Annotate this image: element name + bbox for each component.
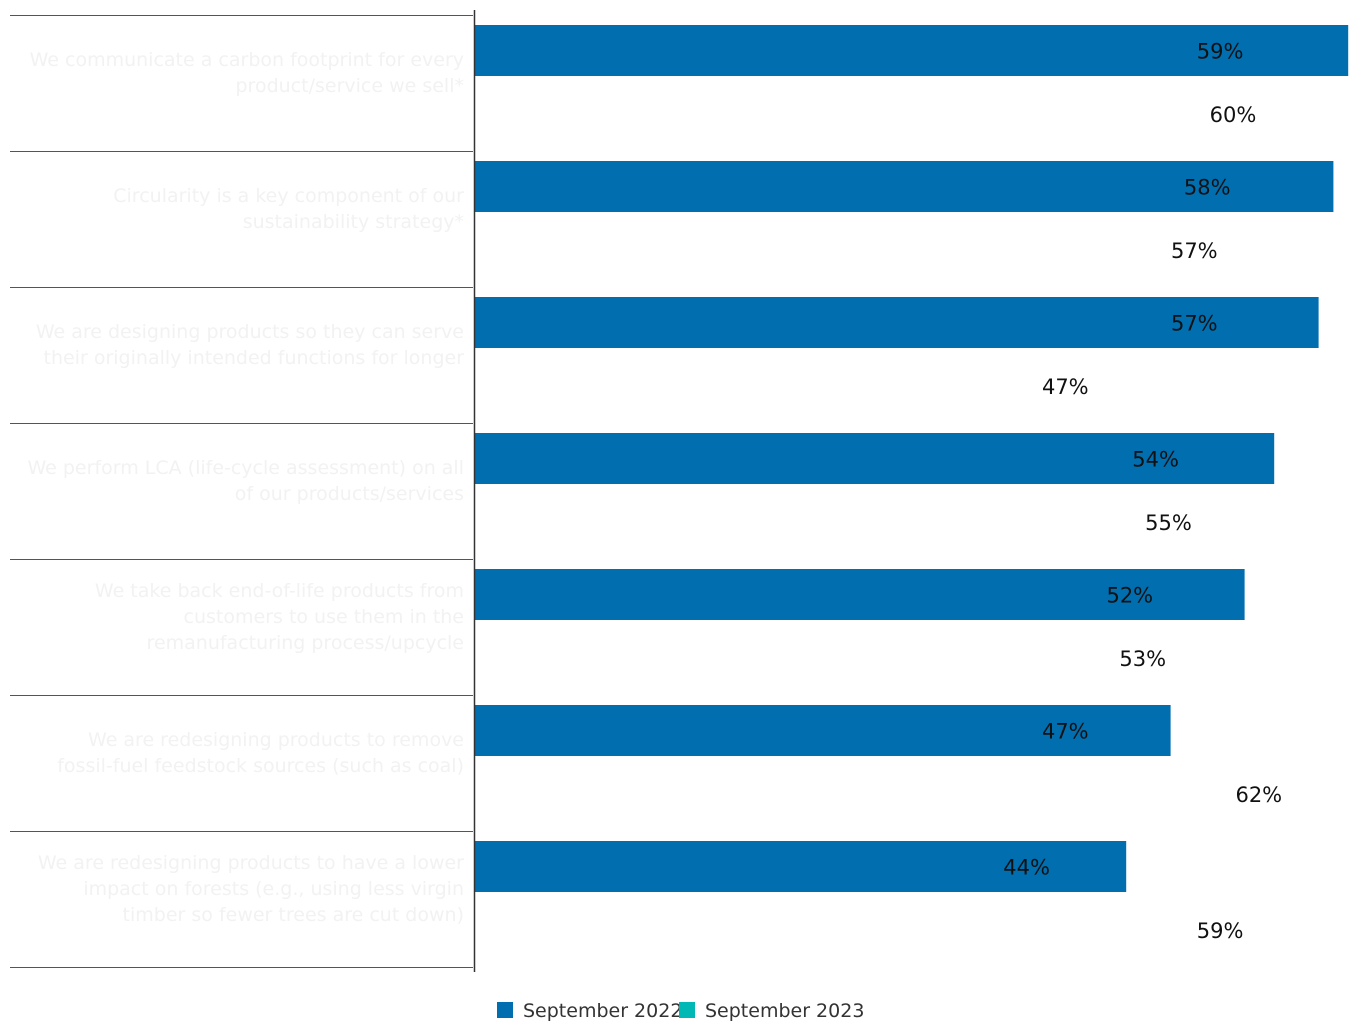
category-label: We are designing products so they can se…: [36, 321, 464, 369]
data-label-september-2023: 53%: [1119, 647, 1166, 671]
category-label-line: product/service we sell*: [236, 75, 465, 97]
category-label-line: fossil-fuel feedstock sources (such as c…: [57, 755, 464, 777]
bar-september-2022: [475, 569, 1245, 620]
category-label-line: impact on forests (e.g., using less virg…: [83, 878, 464, 900]
data-label-september-2022: 57%: [1171, 312, 1218, 336]
category-label-line: We are redesigning products to remove: [88, 729, 464, 751]
category-label-line: timber so fewer trees are cut down): [123, 904, 464, 926]
category-label-line: their originally intended functions for …: [44, 347, 465, 369]
data-label-september-2022: 54%: [1132, 448, 1179, 472]
legend-swatch: [679, 1002, 695, 1018]
data-label-september-2022: 52%: [1106, 584, 1153, 608]
data-label-september-2023: 60%: [1210, 103, 1257, 127]
category-label-line: remanufacturing process/upcycle: [147, 632, 464, 654]
category-label-line: customers to use them in the: [184, 606, 464, 628]
bar-september-2022: [475, 705, 1171, 756]
data-label-september-2023: 59%: [1197, 919, 1244, 943]
data-label-september-2023: 55%: [1145, 511, 1192, 535]
data-labels: 59% 60% 58% 57% 57% 47% 54% 55% 52% 53% 47% 62% 44% 5…: [1003, 40, 1282, 944]
data-label-september-2022: 58%: [1184, 176, 1231, 200]
legend: September 2022 September 2023: [497, 1000, 864, 1022]
bar-september-2022: [475, 433, 1275, 484]
data-label-september-2023: 57%: [1171, 239, 1218, 263]
category-label: Circularity is a key component of our sus…: [113, 185, 464, 233]
category-label-line: sustainability strategy*: [243, 211, 464, 233]
legend-swatch: [497, 1002, 513, 1018]
category-label-line: We are redesigning products to have a lo…: [38, 852, 464, 874]
category-label: We are redesigning products to remove fos…: [57, 729, 464, 777]
data-label-september-2023: 47%: [1042, 375, 1089, 399]
row-separators: [10, 15, 473, 968]
category-label-line: We take back end-of-life products from: [95, 580, 464, 602]
bar-september-2022: [475, 161, 1334, 212]
bar-september-2022: [475, 297, 1319, 348]
legend-label: September 2023: [705, 1000, 864, 1022]
data-label-september-2023: 62%: [1235, 783, 1282, 807]
legend-item-september-2022: September 2022: [497, 1000, 682, 1022]
category-label: We communicate a carbon footprint for ev…: [30, 49, 464, 97]
category-label: We take back end-of-life products from cu…: [95, 580, 464, 654]
category-label-line: We communicate a carbon footprint for ev…: [30, 49, 464, 71]
data-label-september-2022: 59%: [1197, 40, 1244, 64]
data-label-september-2022: 44%: [1003, 856, 1050, 880]
category-label-line: Circularity is a key component of our: [113, 185, 464, 207]
legend-item-september-2023: September 2023: [679, 1000, 864, 1022]
category-label-line: We perform LCA (life-cycle assessment) o…: [27, 457, 464, 479]
category-label-line: of our products/services: [235, 483, 464, 505]
category-label-line: We are designing products so they can se…: [36, 321, 464, 343]
bars: [475, 25, 1349, 892]
bar-september-2022: [475, 841, 1127, 892]
category-label: We are redesigning products to have a lo…: [38, 852, 464, 926]
data-label-september-2022: 47%: [1042, 720, 1089, 744]
bar-september-2022: [475, 25, 1349, 76]
category-labels: We communicate a carbon footprint for ev…: [27, 49, 464, 926]
category-label: We perform LCA (life-cycle assessment) o…: [27, 457, 464, 505]
legend-label: September 2022: [523, 1000, 682, 1022]
